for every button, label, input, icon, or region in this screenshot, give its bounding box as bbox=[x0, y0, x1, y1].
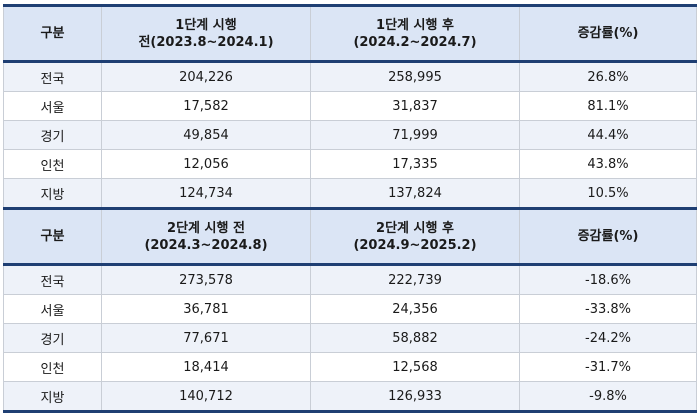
table-row: 서울 17,582 31,837 81.1% bbox=[3, 91, 697, 121]
rate-cell: -33.8% bbox=[519, 294, 697, 324]
before-cell: 49,854 bbox=[101, 120, 311, 150]
table-row: 전국 273,578 222,739 -18.6% bbox=[3, 264, 697, 295]
after-cell: 71,999 bbox=[310, 120, 520, 150]
table-row: 지방 124,734 137,824 10.5% bbox=[3, 178, 697, 209]
after-cell: 31,837 bbox=[310, 91, 520, 121]
before-cell: 17,582 bbox=[101, 91, 311, 121]
table-row: 서울 36,781 24,356 -33.8% bbox=[3, 294, 697, 324]
after-cell: 222,739 bbox=[310, 264, 520, 295]
region-cell: 서울 bbox=[3, 91, 102, 121]
rate-cell: 44.4% bbox=[519, 120, 697, 150]
header-after: 1단계 시행 후 (2024.2~2024.7) bbox=[310, 4, 520, 63]
before-cell: 12,056 bbox=[101, 149, 311, 179]
header-after-line2: (2024.2~2024.7) bbox=[353, 34, 477, 50]
header-before-line1: 1단계 시행 bbox=[175, 17, 237, 33]
table-header-phase-1: 구분 1단계 시행 전(2023.8~2024.1) 1단계 시행 후 (202… bbox=[3, 4, 697, 63]
rate-cell: -9.8% bbox=[519, 381, 697, 412]
after-cell: 137,824 bbox=[310, 178, 520, 209]
after-cell: 126,933 bbox=[310, 381, 520, 412]
table-row: 전국 204,226 258,995 26.8% bbox=[3, 61, 697, 92]
region-cell: 전국 bbox=[3, 61, 102, 92]
region-cell: 지방 bbox=[3, 178, 102, 209]
region-cell: 경기 bbox=[3, 120, 102, 150]
header-before: 2단계 시행 전 (2024.3~2024.8) bbox=[101, 207, 311, 266]
before-cell: 36,781 bbox=[101, 294, 311, 324]
before-cell: 140,712 bbox=[101, 381, 311, 412]
before-cell: 124,734 bbox=[101, 178, 311, 209]
after-cell: 12,568 bbox=[310, 352, 520, 382]
header-category: 구분 bbox=[3, 4, 102, 63]
rate-cell: -24.2% bbox=[519, 323, 697, 353]
rate-cell: 26.8% bbox=[519, 61, 697, 92]
header-rate: 증감률(%) bbox=[519, 207, 697, 266]
region-cell: 경기 bbox=[3, 323, 102, 353]
statistics-table: 구분 1단계 시행 전(2023.8~2024.1) 1단계 시행 후 (202… bbox=[3, 4, 697, 413]
table-row: 인천 18,414 12,568 -31.7% bbox=[3, 352, 697, 382]
header-after-line1: 1단계 시행 후 bbox=[376, 17, 454, 33]
before-cell: 18,414 bbox=[101, 352, 311, 382]
region-cell: 지방 bbox=[3, 381, 102, 412]
region-cell: 서울 bbox=[3, 294, 102, 324]
after-cell: 17,335 bbox=[310, 149, 520, 179]
after-cell: 24,356 bbox=[310, 294, 520, 324]
rate-cell: 81.1% bbox=[519, 91, 697, 121]
header-rate: 증감률(%) bbox=[519, 4, 697, 63]
rate-cell: 43.8% bbox=[519, 149, 697, 179]
rate-cell: 10.5% bbox=[519, 178, 697, 209]
header-after-line1: 2단계 시행 후 bbox=[376, 220, 454, 236]
table-header-phase-2: 구분 2단계 시행 전 (2024.3~2024.8) 2단계 시행 후 (20… bbox=[3, 207, 697, 266]
after-cell: 258,995 bbox=[310, 61, 520, 92]
table-row: 인천 12,056 17,335 43.8% bbox=[3, 149, 697, 179]
table-row: 경기 77,671 58,882 -24.2% bbox=[3, 323, 697, 353]
header-category: 구분 bbox=[3, 207, 102, 266]
rate-cell: -18.6% bbox=[519, 264, 697, 295]
header-before-line1: 2단계 시행 전 bbox=[167, 220, 245, 236]
table-row: 경기 49,854 71,999 44.4% bbox=[3, 120, 697, 150]
after-cell: 58,882 bbox=[310, 323, 520, 353]
header-after-line2: (2024.9~2025.2) bbox=[353, 237, 477, 253]
table-row: 지방 140,712 126,933 -9.8% bbox=[3, 381, 697, 412]
header-after: 2단계 시행 후 (2024.9~2025.2) bbox=[310, 207, 520, 266]
before-cell: 204,226 bbox=[101, 61, 311, 92]
header-before-line2: (2024.3~2024.8) bbox=[144, 237, 268, 253]
region-cell: 인천 bbox=[3, 149, 102, 179]
region-cell: 전국 bbox=[3, 264, 102, 295]
header-before: 1단계 시행 전(2023.8~2024.1) bbox=[101, 4, 311, 63]
region-cell: 인천 bbox=[3, 352, 102, 382]
header-before-line2: 전(2023.8~2024.1) bbox=[138, 34, 274, 50]
rate-cell: -31.7% bbox=[519, 352, 697, 382]
before-cell: 77,671 bbox=[101, 323, 311, 353]
before-cell: 273,578 bbox=[101, 264, 311, 295]
